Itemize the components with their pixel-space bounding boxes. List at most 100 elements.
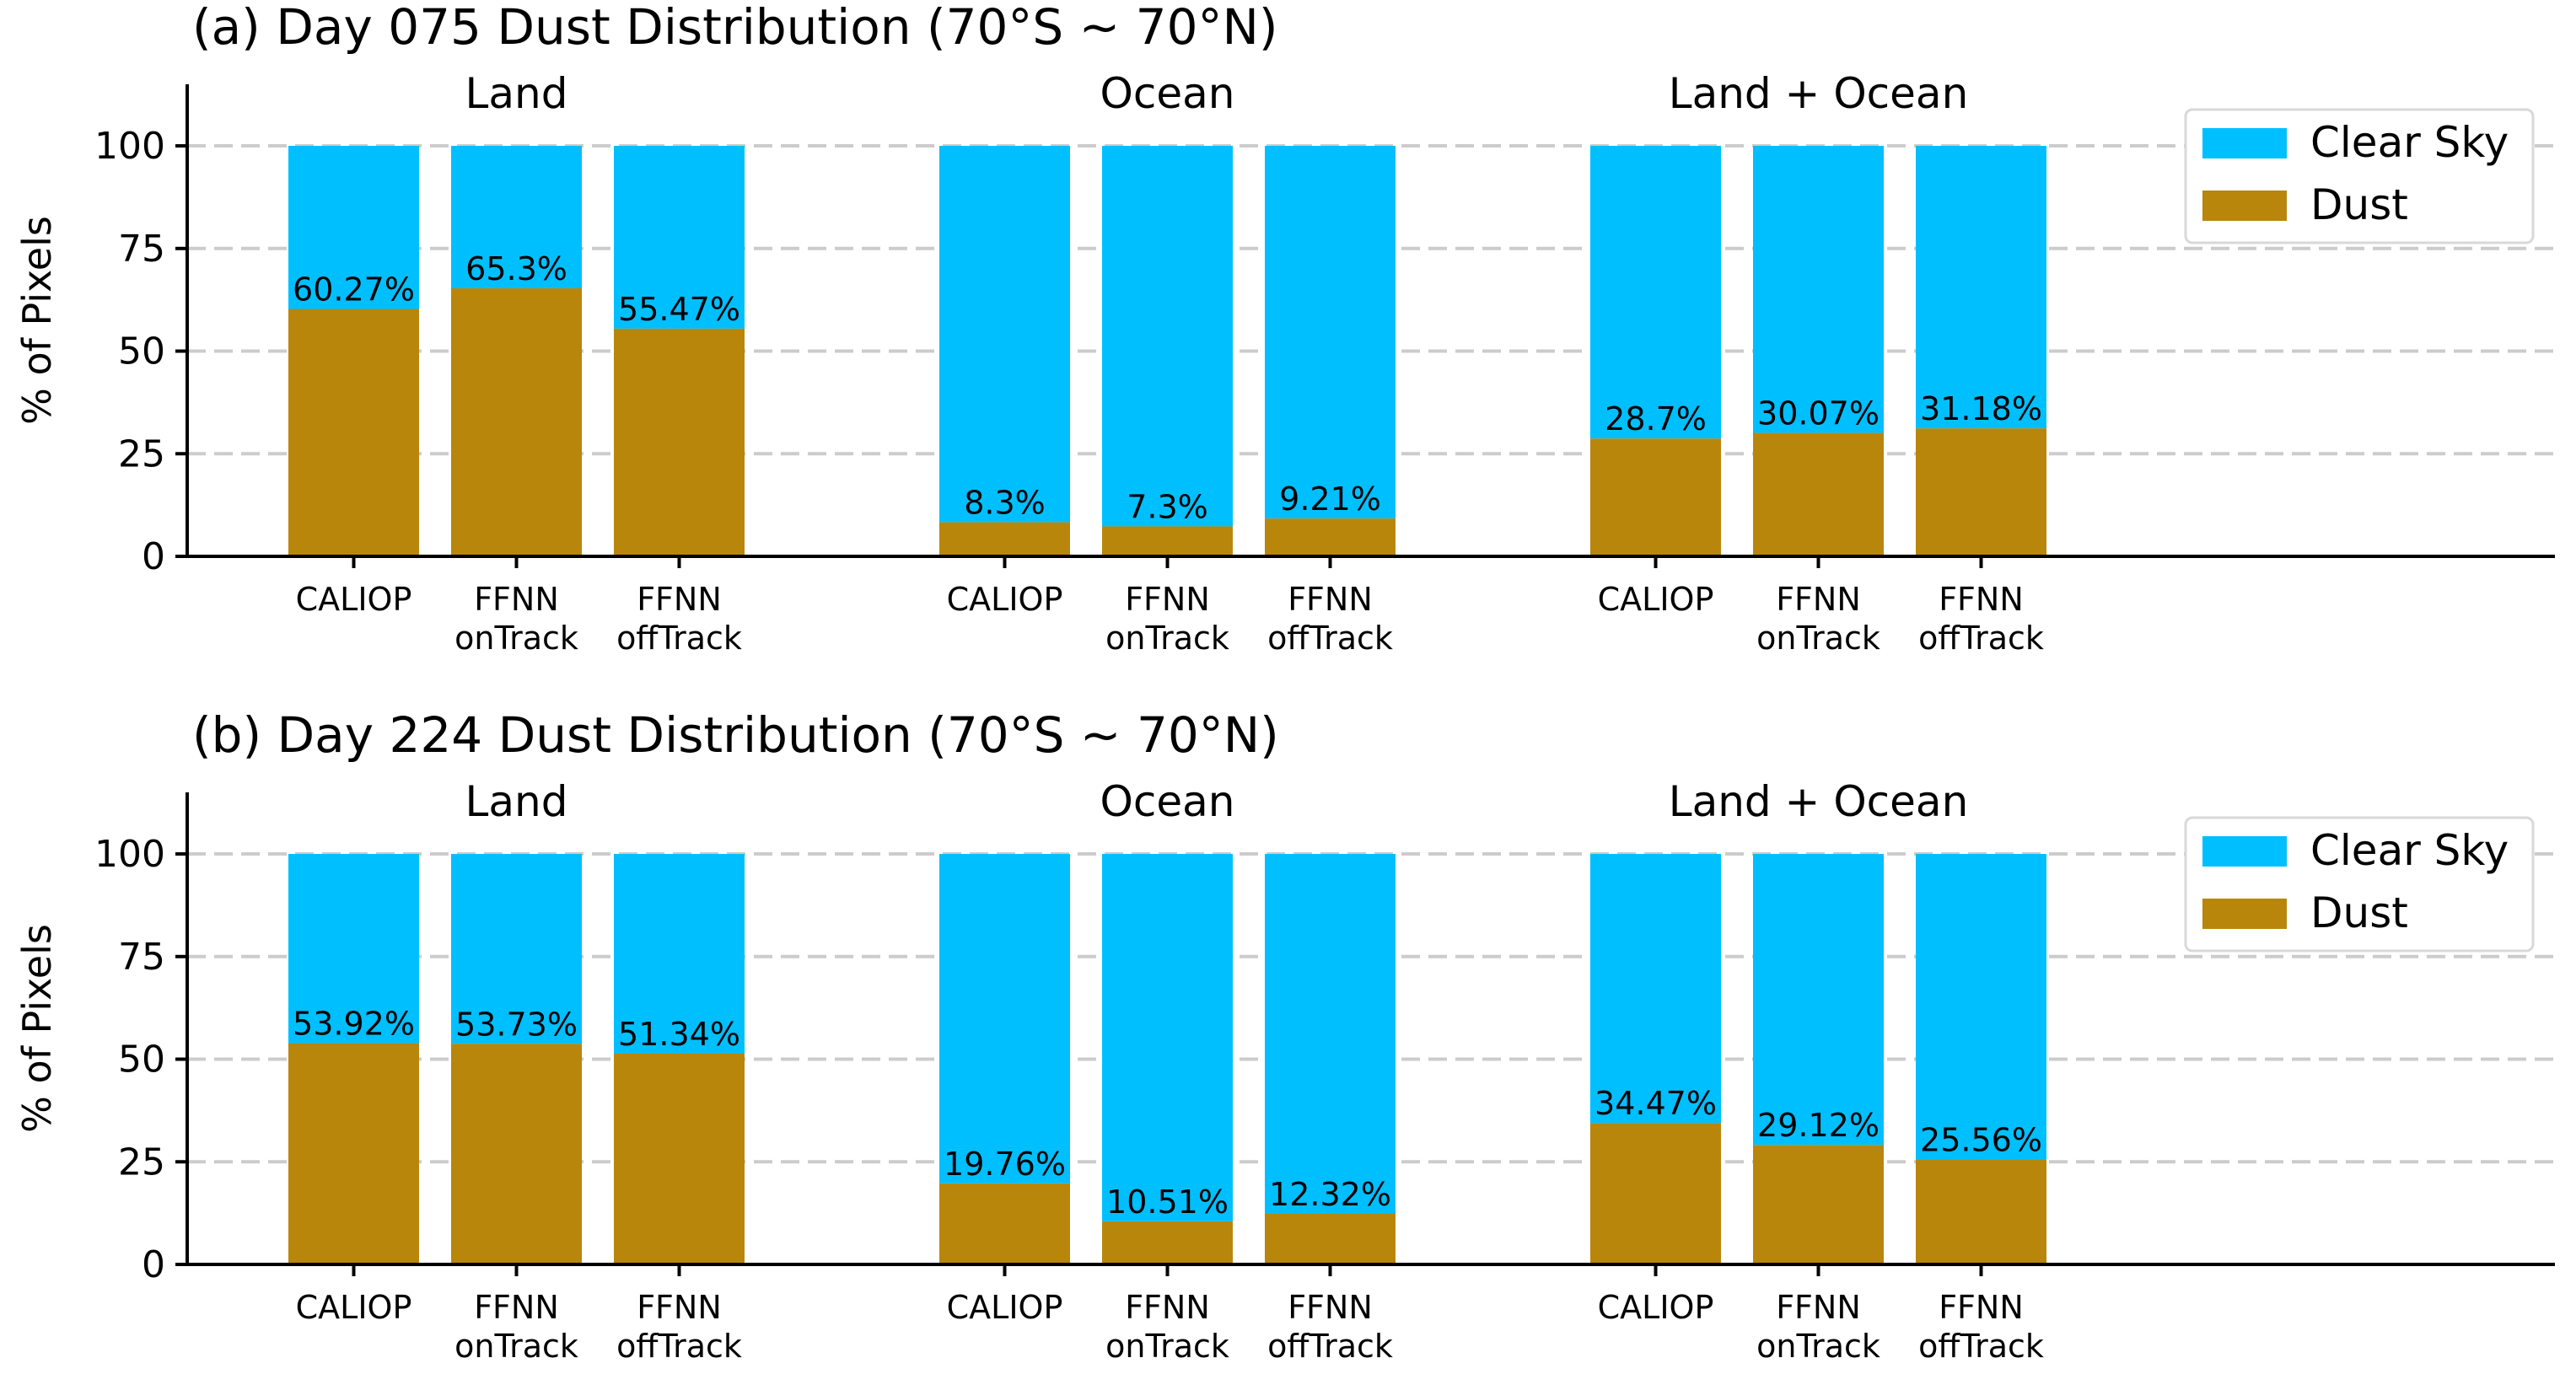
bar-dust bbox=[1753, 1145, 1884, 1264]
legend-label: Clear Sky bbox=[2310, 826, 2509, 875]
bar-dust bbox=[1102, 526, 1233, 556]
x-tick-label: FFNN offTrack bbox=[1918, 581, 2044, 657]
bar-data-label: 31.18% bbox=[1920, 390, 2042, 427]
y-tick-label: 75 bbox=[118, 936, 165, 979]
bar-data-label: 28.7% bbox=[1605, 400, 1707, 437]
bar-dust bbox=[1102, 1221, 1233, 1264]
legend-swatch-dust bbox=[2202, 191, 2287, 221]
x-tick-label-line: onTrack bbox=[1105, 620, 1229, 657]
y-tick-label: 100 bbox=[94, 833, 165, 876]
bar-clear-sky bbox=[1102, 854, 1233, 1221]
bar-clear-sky bbox=[1916, 854, 2046, 1160]
x-tick-label-line: FFNN bbox=[637, 1289, 722, 1326]
bar-dust bbox=[939, 522, 1070, 556]
group-label: Ocean bbox=[1100, 777, 1235, 826]
bar-dust bbox=[288, 1043, 419, 1264]
bar-clear-sky bbox=[614, 854, 745, 1054]
bar-data-label: 10.51% bbox=[1106, 1183, 1229, 1221]
x-tick-label-line: FFNN bbox=[474, 581, 559, 618]
x-tick-label: FFNN offTrack bbox=[616, 1289, 742, 1365]
x-tick-label: FFNN onTrack bbox=[1756, 1289, 1880, 1365]
bar-data-label: 9.21% bbox=[1279, 480, 1381, 518]
bar-dust bbox=[1590, 438, 1721, 556]
y-tick-label: 25 bbox=[118, 1141, 165, 1183]
legend-label: Clear Sky bbox=[2310, 118, 2509, 167]
group-label: Land bbox=[465, 777, 568, 826]
x-tick-label: CALIOP bbox=[296, 1289, 412, 1326]
legend-swatch-clear-sky bbox=[2202, 836, 2287, 867]
x-tick-label-line: onTrack bbox=[1105, 1328, 1229, 1365]
bar-clear-sky bbox=[288, 146, 419, 309]
x-tick-label-line: FFNN bbox=[1125, 581, 1210, 618]
bar-data-label: 29.12% bbox=[1757, 1107, 1880, 1144]
x-tick-label-line: CALIOP bbox=[296, 1289, 412, 1326]
x-tick-label-line: CALIOP bbox=[296, 581, 412, 618]
bar-data-label: 7.3% bbox=[1127, 488, 1208, 525]
x-tick-label: FFNN onTrack bbox=[454, 1289, 578, 1365]
x-tick-label-line: offTrack bbox=[616, 1328, 742, 1365]
bar-data-label: 53.73% bbox=[455, 1006, 578, 1043]
group-label: Ocean bbox=[1100, 69, 1235, 118]
x-tick-label-line: FFNN bbox=[1288, 581, 1373, 618]
bar-dust bbox=[1753, 432, 1884, 556]
x-tick-label: FFNN offTrack bbox=[1267, 1289, 1393, 1365]
x-tick-label-line: offTrack bbox=[1267, 620, 1393, 657]
bar-clear-sky bbox=[614, 146, 745, 329]
bar-dust bbox=[451, 288, 582, 556]
bar-clear-sky bbox=[1916, 146, 2046, 429]
x-tick-label: CALIOP bbox=[1598, 1289, 1714, 1326]
x-tick-label: FFNN offTrack bbox=[616, 581, 742, 657]
x-tick-label-line: offTrack bbox=[1918, 1328, 2044, 1365]
x-tick-label: FFNN onTrack bbox=[1756, 581, 1880, 657]
bar-data-label: 30.07% bbox=[1757, 395, 1880, 432]
bar-data-label: 53.92% bbox=[293, 1005, 415, 1042]
x-tick-label: FFNN onTrack bbox=[1105, 581, 1229, 657]
x-tick-label: FFNN onTrack bbox=[454, 581, 578, 657]
bar-clear-sky bbox=[451, 854, 582, 1044]
x-tick-label-line: offTrack bbox=[616, 620, 742, 657]
x-tick-label-line: onTrack bbox=[1756, 1328, 1880, 1365]
legend: Clear Sky Dust bbox=[2184, 108, 2535, 244]
chart-title: (a) Day 075 Dust Distribution (70°S ~ 70… bbox=[192, 0, 1278, 56]
x-tick-label-line: FFNN bbox=[1939, 1289, 2024, 1326]
bar-dust bbox=[1916, 1159, 2046, 1264]
chart-panel-b: (b) Day 224 Dust Distribution (70°S ~ 70… bbox=[14, 706, 2555, 1365]
x-tick-label-line: FFNN bbox=[474, 1289, 559, 1326]
y-tick-label: 50 bbox=[118, 1039, 165, 1081]
bar-clear-sky bbox=[288, 854, 419, 1044]
group-label: Land + Ocean bbox=[1669, 69, 1969, 118]
x-tick-label: CALIOP bbox=[947, 581, 1063, 618]
x-tick-label-line: offTrack bbox=[1918, 620, 2044, 657]
x-tick-label: CALIOP bbox=[296, 581, 412, 618]
x-tick-label-line: onTrack bbox=[1756, 620, 1880, 657]
legend-label: Dust bbox=[2310, 888, 2408, 937]
x-tick-label-line: onTrack bbox=[454, 1328, 578, 1365]
chart-panel-a: (a) Day 075 Dust Distribution (70°S ~ 70… bbox=[14, 0, 2555, 657]
y-axis-label: % of Pixels bbox=[14, 216, 60, 425]
bar-clear-sky bbox=[1590, 146, 1721, 439]
bar-dust bbox=[451, 1044, 582, 1264]
chart-title: (b) Day 224 Dust Distribution (70°S ~ 70… bbox=[192, 706, 1279, 764]
x-tick-label-line: FFNN bbox=[1939, 581, 2024, 618]
y-tick-label: 50 bbox=[118, 330, 165, 373]
bar-dust bbox=[1265, 518, 1396, 556]
bar-clear-sky bbox=[1753, 146, 1884, 433]
bar-clear-sky bbox=[1590, 854, 1721, 1124]
bar-data-label: 60.27% bbox=[293, 271, 415, 309]
y-axis-label: % of Pixels bbox=[14, 924, 60, 1133]
bar-data-label: 19.76% bbox=[944, 1146, 1066, 1183]
x-tick-label: FFNN offTrack bbox=[1267, 581, 1393, 657]
x-tick-label: FFNN offTrack bbox=[1918, 1289, 2044, 1365]
x-tick-label: CALIOP bbox=[947, 1289, 1063, 1326]
group-label: Land bbox=[465, 69, 568, 118]
bar-data-label: 25.56% bbox=[1920, 1122, 2042, 1159]
x-tick-label-line: FFNN bbox=[1776, 581, 1861, 618]
bar-data-label: 55.47% bbox=[618, 291, 740, 328]
bar-clear-sky bbox=[1265, 146, 1396, 519]
y-tick-label: 25 bbox=[118, 432, 165, 475]
x-tick-label-line: FFNN bbox=[1288, 1289, 1373, 1326]
legend-label: Dust bbox=[2310, 180, 2408, 229]
x-tick-label: CALIOP bbox=[1598, 581, 1714, 618]
x-tick-label-line: CALIOP bbox=[1598, 581, 1714, 618]
group-label: Land + Ocean bbox=[1669, 777, 1969, 826]
